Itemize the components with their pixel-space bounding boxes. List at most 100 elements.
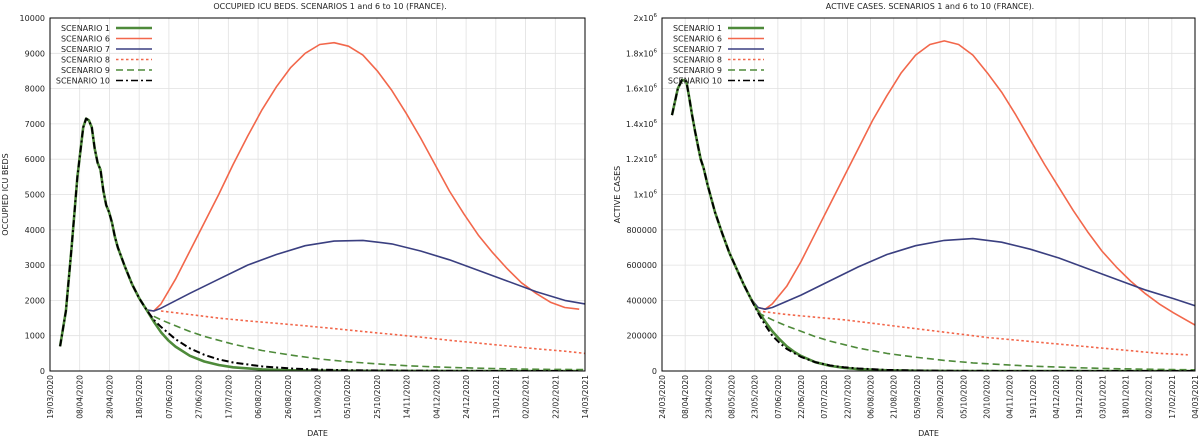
x-tick-label: 14/03/2021	[581, 375, 590, 419]
x-tick-label: 24/12/2020	[462, 375, 471, 419]
x-tick-label: 25/10/2020	[373, 375, 382, 419]
y-tick-label: 8000	[25, 85, 45, 94]
y-tick-label: 400000	[626, 296, 657, 305]
y-tick-label: 1000	[25, 332, 45, 341]
x-tick-label: 02/02/2021	[1145, 375, 1154, 419]
legend-label: SCENARIO 7	[673, 45, 722, 54]
y-tick-label: 1.6x106	[626, 84, 658, 94]
x-tick-label: 20/10/2020	[982, 375, 991, 419]
y-tick-label: 200000	[626, 332, 657, 341]
x-axis-label: DATE	[918, 429, 939, 438]
y-tick-label: 1x106	[633, 190, 657, 200]
chart-title: ACTIVE CASES. SCENARIOS 1 and 6 to 10 (F…	[826, 2, 1034, 11]
x-tick-label: 18/01/2021	[1121, 375, 1130, 419]
legend-label: SCENARIO 8	[673, 56, 722, 65]
x-tick-label: 19/03/2020	[46, 375, 55, 419]
series-line-scenario-1	[58, 117, 580, 371]
series-line-scenario-6	[671, 40, 1195, 326]
series-line-scenario-1	[670, 78, 1195, 371]
legend-label: SCENARIO 10	[56, 77, 110, 86]
x-tick-label: 26/08/2020	[284, 375, 293, 419]
x-tick-label: 20/09/2020	[936, 375, 945, 419]
x-tick-label: 08/05/2020	[728, 375, 737, 419]
x-tick-label: 05/09/2020	[913, 375, 922, 419]
series-line-scenario-9	[757, 312, 1195, 371]
x-tick-label: 22/02/2021	[551, 375, 560, 419]
plot-frame	[661, 17, 1196, 372]
legend-label: SCENARIO 6	[673, 35, 722, 44]
chart-2: ACTIVE CASES. SCENARIOS 1 and 6 to 10 (F…	[613, 2, 1200, 438]
x-tick-label: 05/10/2020	[343, 375, 352, 419]
series-line-scenario-8	[757, 310, 1188, 356]
x-tick-label: 23/05/2020	[751, 375, 760, 419]
legend-label: SCENARIO 8	[61, 56, 110, 65]
y-tick-label: 3000	[25, 261, 45, 270]
x-axis-label: DATE	[307, 429, 328, 438]
x-tick-label: 22/07/2020	[843, 375, 852, 419]
x-tick-label: 24/03/2020	[658, 375, 667, 419]
y-tick-label: 800000	[626, 226, 657, 235]
y-axis-label: OCCUPIED ICU BEDS	[1, 153, 10, 235]
y-tick-label: 600000	[626, 261, 657, 270]
y-tick-label: 0	[40, 367, 45, 376]
y-tick-label: 6000	[25, 155, 45, 164]
x-tick-label: 08/04/2020	[681, 375, 690, 419]
y-tick-label: 1.2x106	[626, 154, 658, 164]
x-tick-label: 22/06/2020	[797, 375, 806, 419]
x-tick-label: 21/08/2020	[890, 375, 899, 419]
y-tick-label: 1.8x106	[626, 48, 658, 58]
legend-label: SCENARIO 6	[61, 35, 110, 44]
x-tick-label: 04/03/2021	[1191, 375, 1200, 419]
legend-label: SCENARIO 10	[668, 77, 722, 86]
plot-frame	[49, 17, 586, 372]
x-tick-label: 27/06/2020	[195, 375, 204, 419]
x-tick-label: 07/07/2020	[820, 375, 829, 419]
x-tick-label: 17/02/2021	[1168, 375, 1177, 419]
x-tick-label: 14/11/2020	[403, 375, 412, 419]
y-tick-label: 2x106	[633, 13, 657, 23]
x-tick-label: 15/09/2020	[314, 375, 323, 419]
x-tick-label: 28/04/2020	[105, 375, 114, 419]
x-tick-label: 04/11/2020	[1006, 375, 1015, 419]
x-tick-label: 02/02/2021	[522, 375, 531, 419]
series-line-scenario-10	[59, 117, 580, 371]
y-tick-label: 5000	[25, 191, 45, 200]
x-tick-label: 06/08/2020	[254, 375, 263, 419]
y-tick-label: 0	[652, 367, 657, 376]
x-tick-label: 05/10/2020	[959, 375, 968, 419]
y-tick-label: 10000	[20, 14, 45, 23]
chart-title: OCCUPIED ICU BEDS. SCENARIOS 1 and 6 to …	[213, 2, 446, 11]
series-line-scenario-10	[671, 78, 1195, 371]
x-tick-label: 19/12/2020	[1075, 375, 1084, 419]
x-tick-label: 04/12/2020	[1052, 375, 1061, 419]
chart-1: OCCUPIED ICU BEDS. SCENARIOS 1 and 6 to …	[1, 2, 590, 438]
y-tick-label: 7000	[25, 120, 45, 129]
legend-label: SCENARIO 7	[61, 45, 110, 54]
legend-label: SCENARIO 1	[673, 24, 722, 33]
x-tick-label: 08/04/2020	[76, 375, 85, 419]
y-tick-label: 4000	[25, 226, 45, 235]
series-line-scenario-9	[153, 315, 585, 371]
x-tick-label: 18/05/2020	[135, 375, 144, 419]
x-tick-label: 23/04/2020	[704, 375, 713, 419]
y-tick-label: 9000	[25, 49, 45, 58]
legend-label: SCENARIO 1	[61, 24, 110, 33]
x-tick-label: 07/06/2020	[165, 375, 174, 419]
y-tick-label: 1.4x106	[626, 119, 658, 129]
legend-label: SCENARIO 9	[61, 66, 110, 75]
series-line-scenario-8	[160, 310, 585, 355]
y-tick-label: 2000	[25, 296, 45, 305]
x-tick-label: 07/06/2020	[774, 375, 783, 419]
x-tick-label: 17/07/2020	[224, 375, 233, 419]
x-tick-label: 03/01/2021	[1098, 375, 1107, 419]
x-tick-label: 13/01/2021	[492, 375, 501, 419]
x-tick-label: 04/12/2020	[432, 375, 441, 419]
x-tick-label: 19/11/2020	[1029, 375, 1038, 419]
x-tick-label: 06/08/2020	[867, 375, 876, 419]
legend-label: SCENARIO 9	[673, 66, 722, 75]
y-axis-label: ACTIVE CASES	[613, 166, 622, 224]
